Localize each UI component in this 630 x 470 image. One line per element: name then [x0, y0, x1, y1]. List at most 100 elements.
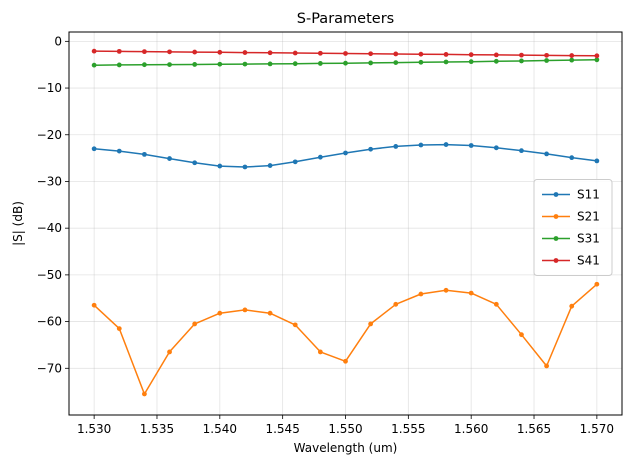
x-tick-label: 1.530: [77, 422, 111, 436]
data-point-s41: [519, 52, 524, 58]
data-point-s21: [343, 358, 348, 364]
data-point-s31: [142, 62, 147, 68]
data-point-s31: [292, 61, 298, 67]
data-point-s31: [343, 60, 348, 66]
data-point-s41: [468, 52, 474, 58]
y-tick-label: −40: [37, 221, 62, 235]
x-tick-label: 1.550: [328, 422, 362, 436]
data-point-s31: [393, 60, 399, 65]
legend-marker: [553, 236, 559, 241]
data-point-s11: [116, 148, 122, 154]
data-point-s41: [317, 50, 323, 56]
data-point-s11: [192, 160, 198, 166]
data-point-s11: [418, 142, 424, 148]
x-axis: 1.530 1.535 1.540 1.545 1.550 1.555 1.560 1.565…: [77, 415, 614, 436]
data-point-s41: [192, 49, 198, 55]
data-point-s41: [393, 51, 399, 57]
data-point-s11: [519, 148, 524, 154]
data-point-s11: [91, 146, 97, 152]
data-point-s31: [167, 62, 172, 68]
y-axis: 0 −10 −20 −30 −40 −50 −60 −70: [37, 34, 69, 375]
data-point-s21: [192, 321, 198, 327]
data-point-s21: [468, 290, 474, 296]
data-point-s31: [443, 59, 449, 65]
data-point-s31: [519, 58, 524, 64]
data-point-s41: [569, 53, 575, 58]
data-point-s31: [493, 58, 499, 64]
data-point-s21: [418, 291, 424, 297]
x-tick-label: 1.540: [203, 422, 237, 436]
data-point-s11: [242, 164, 248, 170]
data-point-s11: [167, 156, 172, 161]
data-point-s21: [242, 307, 248, 313]
data-point-s41: [142, 49, 147, 55]
x-tick-label: 1.545: [265, 422, 299, 436]
data-point-s21: [393, 301, 399, 307]
legend-marker: [553, 192, 559, 197]
data-point-s21: [292, 322, 298, 328]
legend-marker: [553, 258, 559, 263]
series-layer: [91, 48, 600, 397]
data-point-s41: [91, 48, 97, 54]
data-point-s41: [368, 51, 374, 57]
chart-title: S-Parameters: [297, 11, 394, 27]
data-point-s41: [167, 49, 172, 55]
data-point-s41: [242, 50, 248, 55]
data-point-s31: [267, 61, 273, 67]
data-point-s11: [317, 154, 323, 160]
data-point-s11: [292, 159, 298, 165]
x-tick-label: 1.570: [580, 422, 614, 436]
x-tick-label: 1.535: [140, 422, 174, 436]
x-axis-title: Wavelength (um): [294, 441, 398, 455]
data-point-s21: [443, 287, 449, 293]
data-point-s21: [91, 302, 97, 308]
data-point-s21: [116, 326, 122, 331]
x-tick-label: 1.555: [391, 422, 425, 436]
data-point-s41: [267, 50, 273, 56]
data-point-s41: [443, 52, 449, 57]
data-point-s31: [468, 59, 474, 65]
data-point-s31: [192, 62, 198, 67]
data-point-s11: [468, 143, 474, 148]
data-point-s21: [368, 321, 374, 327]
x-tick-label: 1.560: [454, 422, 488, 436]
data-point-s41: [418, 51, 424, 57]
data-point-s21: [267, 310, 273, 316]
data-point-s21: [217, 310, 223, 316]
legend-marker: [553, 214, 559, 219]
legend-label: S11: [577, 188, 600, 202]
y-tick-label: −70: [37, 361, 62, 375]
data-point-s11: [569, 155, 575, 161]
grid: [69, 32, 622, 415]
data-point-s21: [569, 303, 575, 309]
data-point-s21: [317, 349, 323, 355]
data-point-s41: [544, 52, 549, 58]
data-point-s41: [116, 48, 122, 54]
data-point-s11: [544, 151, 549, 157]
data-point-s11: [217, 163, 223, 169]
data-point-s21: [142, 391, 147, 397]
data-point-s11: [267, 163, 273, 168]
legend-box: [533, 179, 613, 276]
data-point-s11: [594, 158, 600, 164]
data-point-s31: [317, 61, 323, 66]
legend-label: S31: [577, 232, 600, 246]
data-point-s41: [493, 52, 499, 58]
x-tick-label: 1.565: [517, 422, 551, 436]
data-point-s21: [519, 332, 524, 338]
legend-label: S41: [577, 254, 600, 268]
data-point-s31: [368, 60, 374, 66]
data-point-s31: [569, 57, 575, 63]
data-point-s11: [368, 146, 374, 152]
data-point-s11: [443, 142, 449, 147]
y-axis-title: |S| (dB): [11, 201, 25, 246]
data-point-s31: [418, 59, 424, 65]
data-point-s21: [544, 363, 549, 369]
data-point-s21: [493, 301, 499, 307]
y-tick-label: 0: [54, 34, 62, 48]
legend: S11 S21 S31 S41: [533, 179, 613, 276]
legend-label: S21: [577, 210, 600, 224]
data-point-s31: [217, 61, 223, 67]
